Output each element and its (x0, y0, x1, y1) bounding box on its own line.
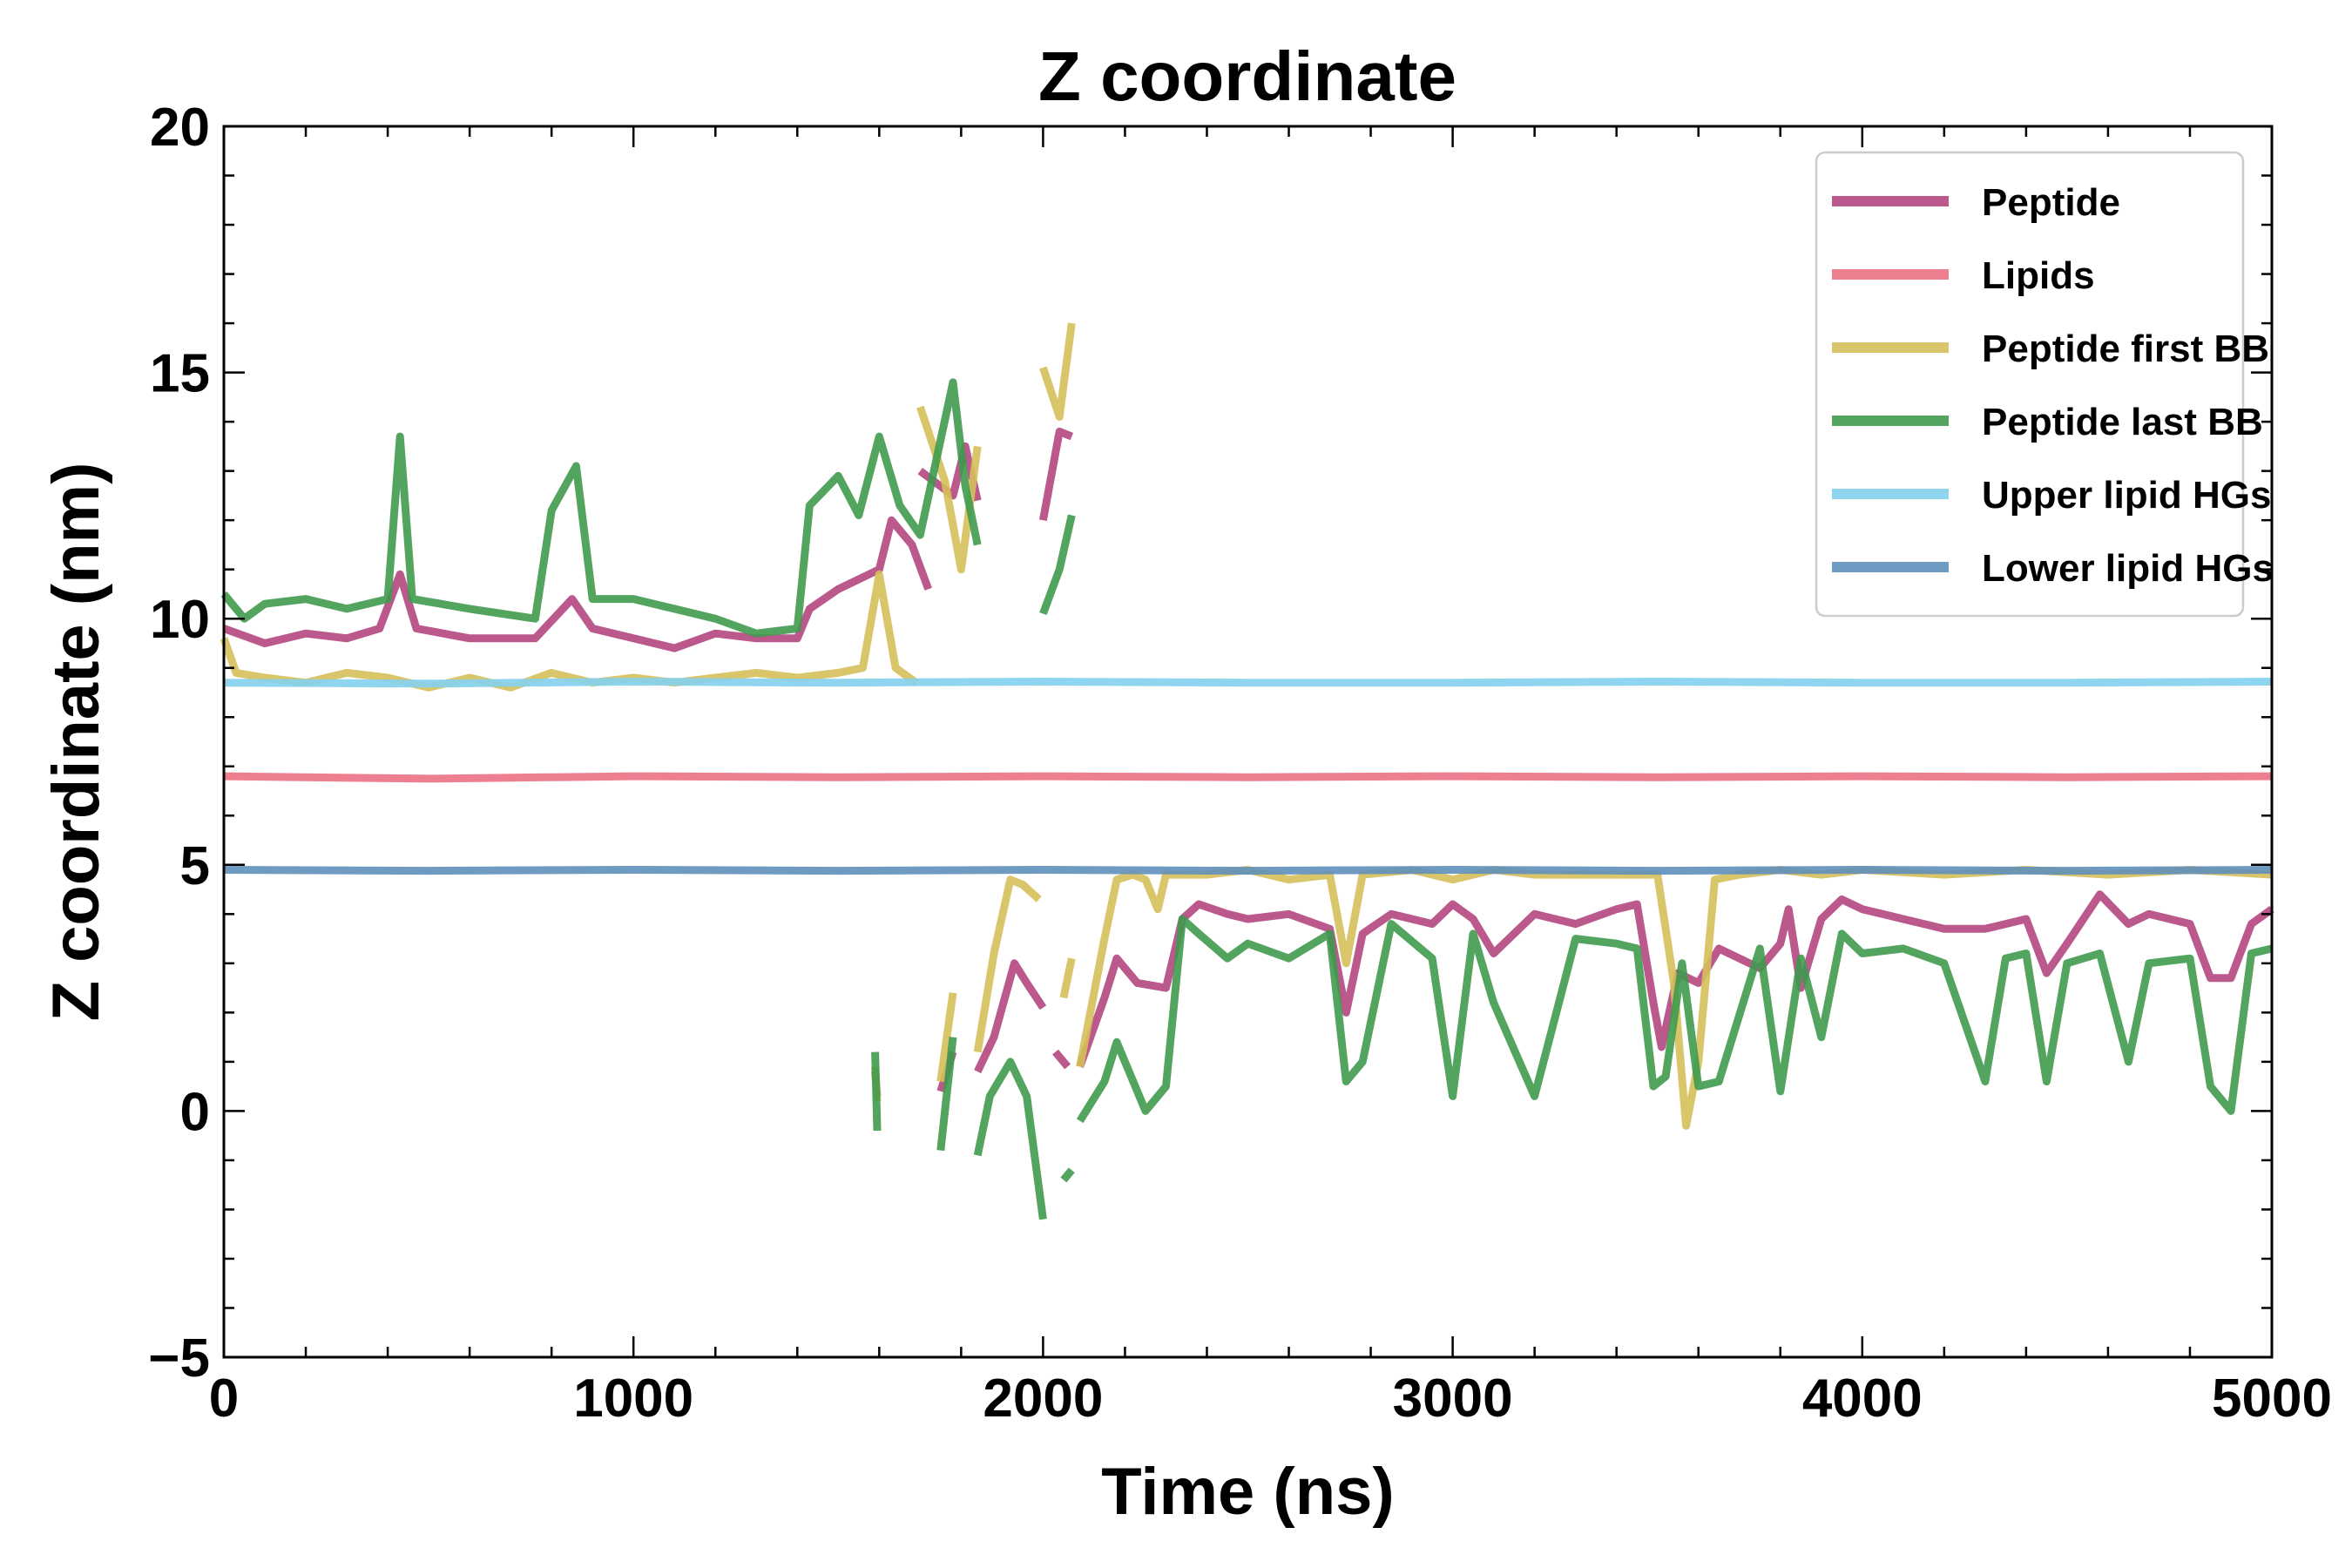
y-tick-label: 0 (180, 1082, 210, 1142)
series-line-segment (1076, 915, 2274, 1124)
y-tick-label: 15 (150, 344, 210, 404)
x-tick-label: 0 (209, 1369, 239, 1429)
x-tick-label: 4000 (1802, 1369, 1923, 1429)
series-line-segment (974, 959, 1047, 1074)
x-axis-label: Time (ns) (1101, 1455, 1394, 1529)
x-tick-label: 3000 (1393, 1369, 1513, 1429)
series-peptide-last-bb (220, 378, 2274, 1220)
y-tick-label: −5 (148, 1328, 210, 1389)
y-tick-label: 20 (150, 98, 210, 158)
series-lower-lipid-hgs (223, 866, 2273, 875)
x-tick-label: 1000 (573, 1369, 693, 1429)
plot-frame (222, 125, 2274, 1359)
legend-box (1815, 151, 2245, 618)
series-line-segment (223, 772, 2273, 783)
series-line-segment (973, 1058, 1047, 1220)
series-line-segment (1059, 957, 1076, 999)
x-tick-label: 5000 (2212, 1369, 2332, 1429)
legend-label: Peptide (1982, 181, 2120, 224)
series-peptide (222, 427, 2274, 1097)
series-line-segment (1060, 1167, 1075, 1183)
legend-label: Peptide last BB (1982, 401, 2263, 443)
series-line-segment (1038, 427, 1073, 522)
series-line-segment (1039, 322, 1076, 421)
y-axis-label: Z coordinate (nm) (39, 463, 113, 1022)
series-line-segment (220, 570, 919, 692)
series-line-segment (220, 378, 982, 638)
x-tick-label: 2000 (983, 1369, 1103, 1429)
series-line-segment (871, 1051, 882, 1132)
legend-label: Lower lipid HGs (1982, 547, 2274, 590)
series-layer (220, 322, 2274, 1220)
series-line-segment (973, 875, 1042, 1053)
chart-title: Z coordinate (1038, 37, 1456, 115)
series-upper-lipid-hgs (223, 678, 2273, 688)
legend-label: Peptide first BB (1982, 328, 2269, 370)
legend-label: Lipids (1982, 254, 2095, 297)
series-lipids (223, 772, 2273, 783)
y-tick-label: 10 (150, 590, 210, 650)
y-tick-label: 5 (180, 836, 210, 896)
series-line-segment (222, 516, 932, 652)
series-line-segment (223, 866, 2273, 875)
series-line-segment (1052, 1049, 1071, 1070)
series-line-segment (223, 678, 2273, 688)
series-line-segment (1039, 514, 1076, 616)
series-line-segment (1076, 890, 2274, 1069)
legend: Peptide Lipids Peptide first BB Peptide las… (1815, 151, 2274, 618)
series-line-segment (936, 1037, 957, 1152)
legend-label: Upper lipid HGs (1982, 474, 2271, 517)
series-line-segment (936, 992, 957, 1083)
